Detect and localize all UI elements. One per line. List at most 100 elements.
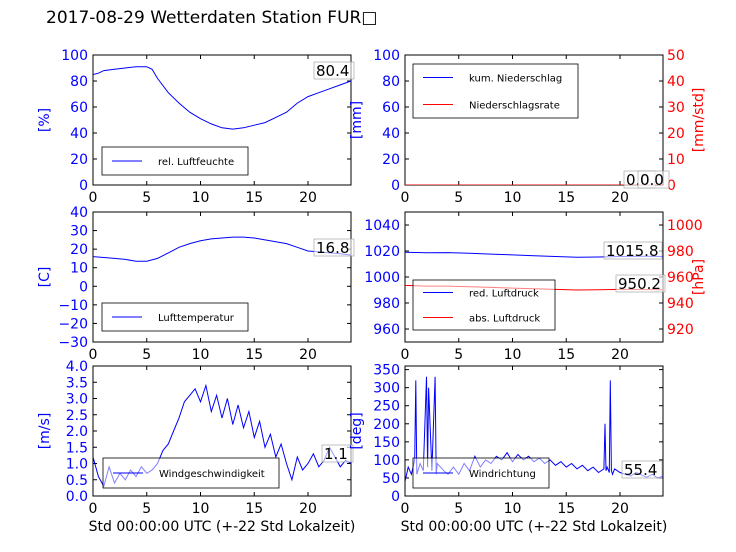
y-axis-label: [m/s]: [37, 413, 53, 450]
y-tick-label: 0: [391, 489, 400, 505]
series-line-rel-luftfeuchte: [93, 66, 351, 130]
value-label-box: [621, 460, 663, 479]
value-label-box: [313, 238, 355, 257]
current-value-label-2: 0.0: [640, 171, 664, 189]
y-tick-label: 2.5: [66, 408, 88, 424]
x-tick-label: 0: [89, 501, 98, 517]
series-line-lufttemperatur: [93, 236, 351, 262]
x-tick-label: 20: [611, 190, 629, 206]
x-tick-label: 0: [401, 190, 410, 206]
current-value-label: 16.8: [316, 239, 349, 257]
y-tick-label: 0.0: [66, 489, 88, 505]
x-tick-label: 0: [89, 347, 98, 363]
y2-tick-label: 30: [667, 100, 685, 116]
y-tick-label: 0: [79, 279, 88, 295]
value-label-box: [313, 61, 355, 80]
current-value-label: 1.1: [324, 445, 348, 463]
x-tick-label: 5: [454, 501, 463, 517]
x-tick-label: 15: [557, 347, 575, 363]
y-tick-label: 60: [70, 100, 88, 116]
x-tick-label: 10: [192, 501, 210, 517]
y-tick-label: 100: [373, 48, 400, 64]
legend-entry: rel. Luftfeuchte: [158, 157, 234, 168]
x-tick-label: 10: [504, 190, 522, 206]
y-axis-label: [C]: [37, 267, 53, 288]
y-tick-label: 1000: [364, 270, 400, 286]
x-tick-label: 10: [504, 501, 522, 517]
x-tick-label: 0: [401, 501, 410, 517]
value-label-box: [615, 274, 666, 293]
y-tick-label: 4.0: [66, 359, 88, 375]
y-tick-label: 3.5: [66, 375, 88, 391]
y2-tick-label: 10: [667, 152, 685, 168]
panel-direction: 0 5 10 15 20 Std 00:00:00 UTC (+-22 Std Lokal…: [349, 363, 667, 535]
y2-axis-label: [mm/std]: [691, 88, 707, 153]
y-tick-label: 1.0: [66, 457, 88, 473]
y2-tick-label: 1000: [667, 218, 703, 234]
y-axis-label: [mm]: [349, 101, 365, 139]
legend-box: [412, 279, 556, 331]
y-tick-label: 20: [70, 242, 88, 258]
x-tick-label: 15: [245, 501, 263, 517]
y-tick-label: 1.5: [66, 440, 88, 456]
x-tick-label: 20: [299, 501, 317, 517]
x-tick-label: 0: [89, 190, 98, 206]
panel-wind: 0 5 10 15 20 Std 00:00:00 UTC (+-22 Std Lokal…: [37, 359, 355, 535]
y2-tick-label: 20: [667, 126, 685, 142]
x-tick-label: 5: [142, 190, 151, 206]
y-tick-label: 2.0: [66, 424, 88, 440]
legend-entry: Windrichtung: [469, 469, 536, 480]
y-tick-label: 80: [382, 74, 400, 90]
y-tick-label: 300: [373, 381, 400, 397]
y-tick-label: 150: [373, 435, 400, 451]
x-axis-label: Std 00:00:00 UTC (+-22 Std Lokalzeit): [401, 519, 668, 535]
value-label-box: [603, 241, 663, 260]
plot-frame: [92, 54, 352, 186]
y-axis-label: [%]: [37, 108, 53, 132]
y-tick-label: 0: [391, 178, 400, 194]
x-tick-label: 10: [192, 347, 210, 363]
x-tick-label: 15: [557, 501, 575, 517]
panel-humidity: 0 5 10 15 20 0 20 40 60 80 100 [%] rel. Luftfeuchte 8…: [37, 48, 355, 206]
y-tick-label: 100: [373, 453, 400, 469]
x-tick-label: 5: [142, 347, 151, 363]
y2-tick-label: 940: [667, 296, 694, 312]
x-axis-label: Std 00:00:00 UTC (+-22 Std Lokalzeit): [89, 519, 356, 535]
x-tick-label: 15: [557, 190, 575, 206]
y2-tick-label: 980: [667, 244, 694, 260]
y-axis-label: [deg]: [349, 412, 365, 449]
y-tick-label: 0.5: [66, 473, 88, 489]
x-tick-label: 15: [245, 190, 263, 206]
current-value-label: 80.4: [316, 62, 349, 80]
legend-entry: Windgeschwindigkeit: [159, 469, 265, 480]
x-tick-label: 20: [299, 190, 317, 206]
legend-entry: red. Luftdruck: [469, 289, 539, 300]
y-tick-label: −30: [58, 335, 88, 351]
x-tick-label: 10: [192, 190, 210, 206]
current-value-label: 1015.8: [606, 242, 659, 260]
x-tick-label: 15: [245, 347, 263, 363]
legend-entry: Niederschlagsrate: [469, 101, 560, 112]
plot-frame: [92, 211, 352, 343]
x-tick-label: 0: [401, 347, 410, 363]
y-tick-label: 50: [382, 471, 400, 487]
legend-entry: kum. Niederschlag: [469, 74, 562, 85]
x-tick-label: 20: [299, 347, 317, 363]
y-tick-label: 0: [79, 178, 88, 194]
y-tick-label: 20: [382, 152, 400, 168]
x-tick-label: 5: [454, 347, 463, 363]
x-tick-label: 5: [142, 501, 151, 517]
value-label-box: [321, 444, 354, 463]
y-tick-label: 10: [70, 261, 88, 277]
legend-box: [412, 63, 579, 119]
y-tick-label: 100: [61, 48, 88, 64]
y2-tick-label: 50: [667, 48, 685, 64]
y-tick-label: 40: [70, 126, 88, 142]
y-tick-label: −20: [58, 316, 88, 332]
x-tick-label: 10: [504, 347, 522, 363]
legend-entry: abs. Luftdruck: [469, 314, 540, 325]
y-tick-label: 3.0: [66, 392, 88, 408]
x-tick-label: 20: [611, 347, 629, 363]
y-tick-label: −10: [58, 298, 88, 314]
